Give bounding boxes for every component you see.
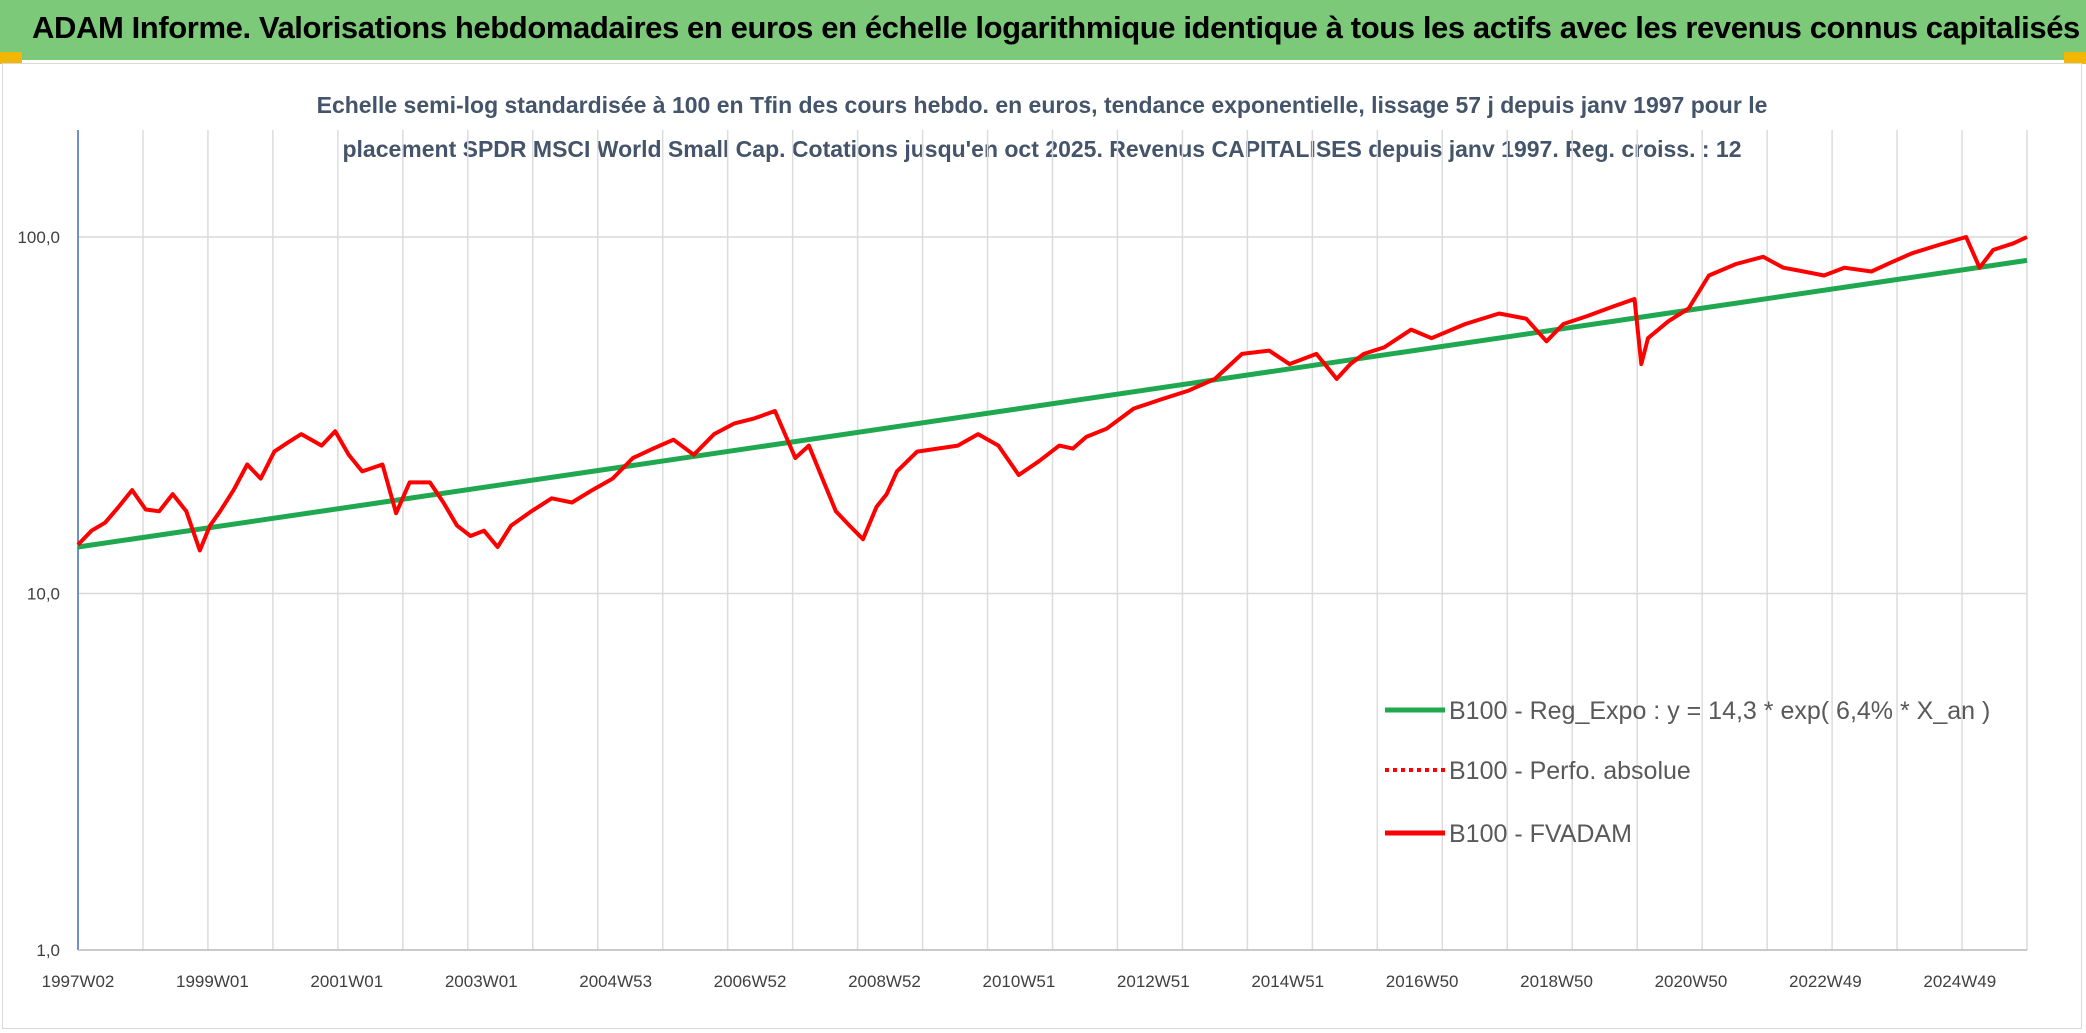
x-tick-label: 2008W52 bbox=[848, 972, 921, 991]
x-tick-label: 1999W01 bbox=[176, 972, 249, 991]
legend-label: B100 - Perfo. absolue bbox=[1449, 757, 1691, 785]
y-tick-label: 1,0 bbox=[36, 941, 60, 960]
x-tick-label: 2018W50 bbox=[1520, 972, 1593, 991]
x-tick-label: 2016W50 bbox=[1386, 972, 1459, 991]
x-tick-label: 1997W02 bbox=[42, 972, 115, 991]
x-tick-label: 2024W49 bbox=[1923, 972, 1996, 991]
chart-title-line2: placement SPDR MSCI World Small Cap. Cot… bbox=[342, 136, 1741, 162]
x-tick-label: 2004W53 bbox=[579, 972, 652, 991]
x-tick-label: 2010W51 bbox=[983, 972, 1056, 991]
corner-marker-left bbox=[0, 52, 22, 64]
x-tick-label: 2022W49 bbox=[1789, 972, 1862, 991]
x-tick-label: 2014W51 bbox=[1251, 972, 1324, 991]
x-tick-label: 2001W01 bbox=[310, 972, 383, 991]
y-tick-label: 10,0 bbox=[27, 585, 60, 604]
header-banner: ADAM Informe. Valorisations hebdomadaire… bbox=[0, 0, 2086, 60]
x-tick-label: 2012W51 bbox=[1117, 972, 1190, 991]
corner-marker-right bbox=[2064, 52, 2086, 64]
x-tick-label: 2006W52 bbox=[714, 972, 787, 991]
y-tick-label: 100,0 bbox=[17, 228, 60, 247]
x-tick-label: 2003W01 bbox=[445, 972, 518, 991]
x-tick-label: 2020W50 bbox=[1655, 972, 1728, 991]
series-line bbox=[76, 235, 2028, 553]
chart-title-line1: Echelle semi-log standardisée à 100 en T… bbox=[317, 92, 1768, 118]
chart-frame bbox=[2, 63, 2082, 1029]
page-title: ADAM Informe. Valorisations hebdomadaire… bbox=[32, 10, 2080, 45]
legend-label: B100 - Reg_Expo : y = 14,3 * exp( 6,4% *… bbox=[1449, 697, 1990, 725]
legend-label: B100 - FVADAM bbox=[1449, 820, 1632, 848]
